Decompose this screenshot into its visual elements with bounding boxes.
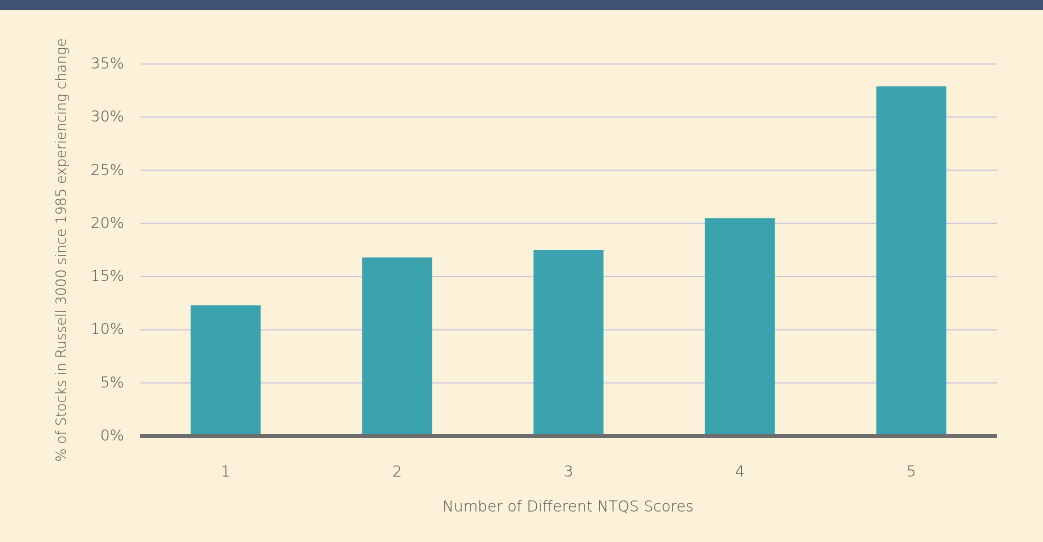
y-tick-label: 25% — [91, 161, 124, 179]
bar — [190, 305, 261, 436]
y-tick-label: 0% — [100, 427, 124, 445]
header-bar — [0, 0, 1043, 10]
x-tick-label: 1 — [221, 463, 231, 481]
y-axis-label: % of Stocks in Russell 3000 since 1985 e… — [54, 38, 70, 461]
y-tick-label: 10% — [91, 320, 124, 338]
x-tick-label: 2 — [392, 463, 402, 481]
y-tick-label: 35% — [91, 55, 124, 73]
x-tick-label: 4 — [735, 463, 745, 481]
x-tick-label: 3 — [564, 463, 574, 481]
x-axis-label: Number of Different NTQS Scores — [442, 498, 693, 516]
bar — [876, 86, 947, 436]
x-tick-label: 5 — [907, 463, 917, 481]
bar — [362, 257, 433, 436]
y-tick-label: 15% — [91, 267, 124, 285]
bar — [704, 218, 775, 436]
bar — [533, 250, 604, 436]
y-tick-label: 5% — [100, 373, 124, 391]
y-tick-label: 20% — [91, 214, 124, 232]
y-tick-label: 30% — [91, 108, 124, 126]
